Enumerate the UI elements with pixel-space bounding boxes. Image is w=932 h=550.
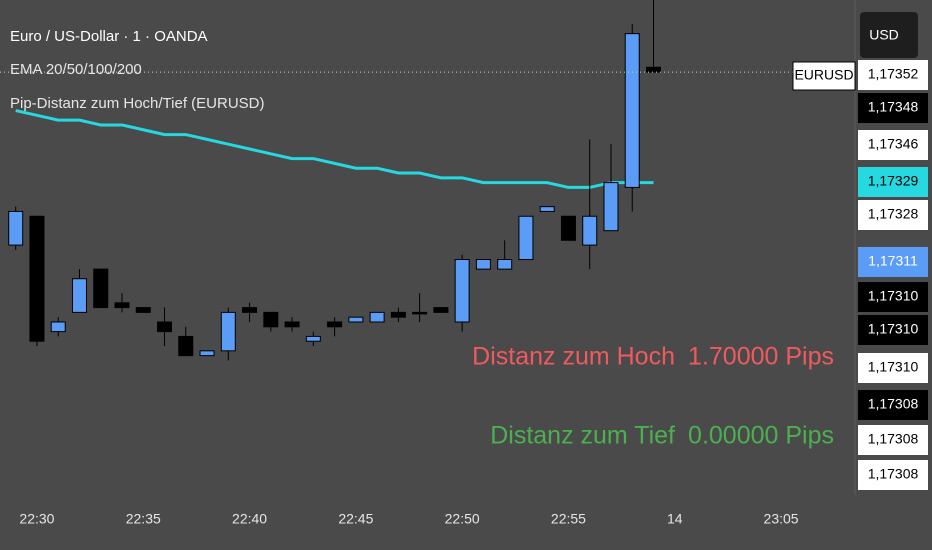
x-tick-label: 22:50 xyxy=(445,511,480,527)
candle-body xyxy=(305,335,321,342)
price-tag-label: 1,17352 xyxy=(868,66,919,82)
price-tag-label: 1,17308 xyxy=(868,431,919,447)
chart-title: Euro / US-Dollar · 1 · OANDA xyxy=(10,28,208,45)
price-tag-label: 1,17346 xyxy=(868,136,919,152)
candle-body xyxy=(327,321,343,328)
plot-area xyxy=(8,0,661,361)
candle-body xyxy=(560,215,576,241)
ema-legend: EMA 20/50/100/200 xyxy=(10,61,142,78)
candle-body xyxy=(29,215,45,342)
candle-body xyxy=(242,307,258,313)
price-tag xyxy=(858,130,928,160)
candle-body xyxy=(157,321,173,333)
price-tag xyxy=(858,200,928,230)
x-tick-label: 22:30 xyxy=(19,511,54,527)
candle-body xyxy=(582,215,598,246)
candle-body xyxy=(433,307,449,313)
candle-body xyxy=(178,335,194,357)
info-value: 1.70000 Pips xyxy=(688,343,834,371)
price-tag xyxy=(858,315,928,345)
price-tag-label: 1,17348 xyxy=(868,99,919,115)
candle-body xyxy=(518,215,534,261)
price-tag xyxy=(858,282,928,312)
indicator-label: Pip-Distanz zum Hoch/Tief (EURUSD) xyxy=(10,95,265,112)
price-tag-label: 1,17308 xyxy=(868,466,919,482)
price-tag xyxy=(858,167,928,197)
price-tag-label: 1,17308 xyxy=(868,396,919,412)
x-tick-label: 22:45 xyxy=(338,511,373,527)
candle-body xyxy=(390,311,406,318)
candle-body xyxy=(71,278,87,313)
candle-body xyxy=(50,321,66,333)
info-label: Distanz zum Tief xyxy=(490,422,675,450)
candle-body xyxy=(624,33,640,188)
x-tick-label: 22:55 xyxy=(551,511,586,527)
price-tag-label: 1,17311 xyxy=(868,253,918,269)
candle-body xyxy=(454,259,470,323)
candle-body xyxy=(412,311,428,315)
info-value: 0.00000 Pips xyxy=(688,422,834,450)
price-tag xyxy=(858,425,928,455)
ema-line xyxy=(15,109,654,189)
x-tick-label: 23:05 xyxy=(764,511,799,527)
info-label: Distanz zum Hoch xyxy=(472,343,675,371)
candle-body xyxy=(263,311,279,328)
candle-body xyxy=(603,182,619,232)
currency-button-label[interactable]: USD xyxy=(869,27,899,43)
candle-body xyxy=(114,302,130,309)
candle-body xyxy=(199,350,215,357)
candle-body xyxy=(348,316,364,323)
currency-button[interactable] xyxy=(860,12,918,58)
candle-body xyxy=(369,311,385,323)
price-tag xyxy=(858,93,928,123)
price-tag-label: 1,17328 xyxy=(868,206,919,222)
candle-body xyxy=(539,206,555,212)
candle-body xyxy=(284,321,300,328)
symbol-tag-label: EURUSD xyxy=(794,67,853,83)
candle-body xyxy=(93,268,109,309)
price-tag-label: 1,17329 xyxy=(868,173,919,189)
x-tick-label: 14 xyxy=(667,511,683,527)
price-tag xyxy=(858,353,928,383)
symbol-tag xyxy=(792,61,856,91)
candle-body xyxy=(497,259,513,270)
price-tag xyxy=(858,60,928,90)
price-tag-label: 1,17310 xyxy=(868,359,919,375)
x-tick-label: 22:40 xyxy=(232,511,267,527)
price-tag-label: 1,17310 xyxy=(868,321,919,337)
candle-body xyxy=(135,307,151,313)
price-tag-label: 1,17310 xyxy=(868,288,919,304)
x-tick-label: 22:35 xyxy=(126,511,161,527)
candle-body xyxy=(475,259,491,270)
candle-body xyxy=(8,210,24,246)
price-tag xyxy=(858,247,928,277)
price-tag xyxy=(858,390,928,420)
price-tag xyxy=(858,460,928,490)
candle-body xyxy=(646,66,661,73)
candle-body xyxy=(220,311,236,352)
